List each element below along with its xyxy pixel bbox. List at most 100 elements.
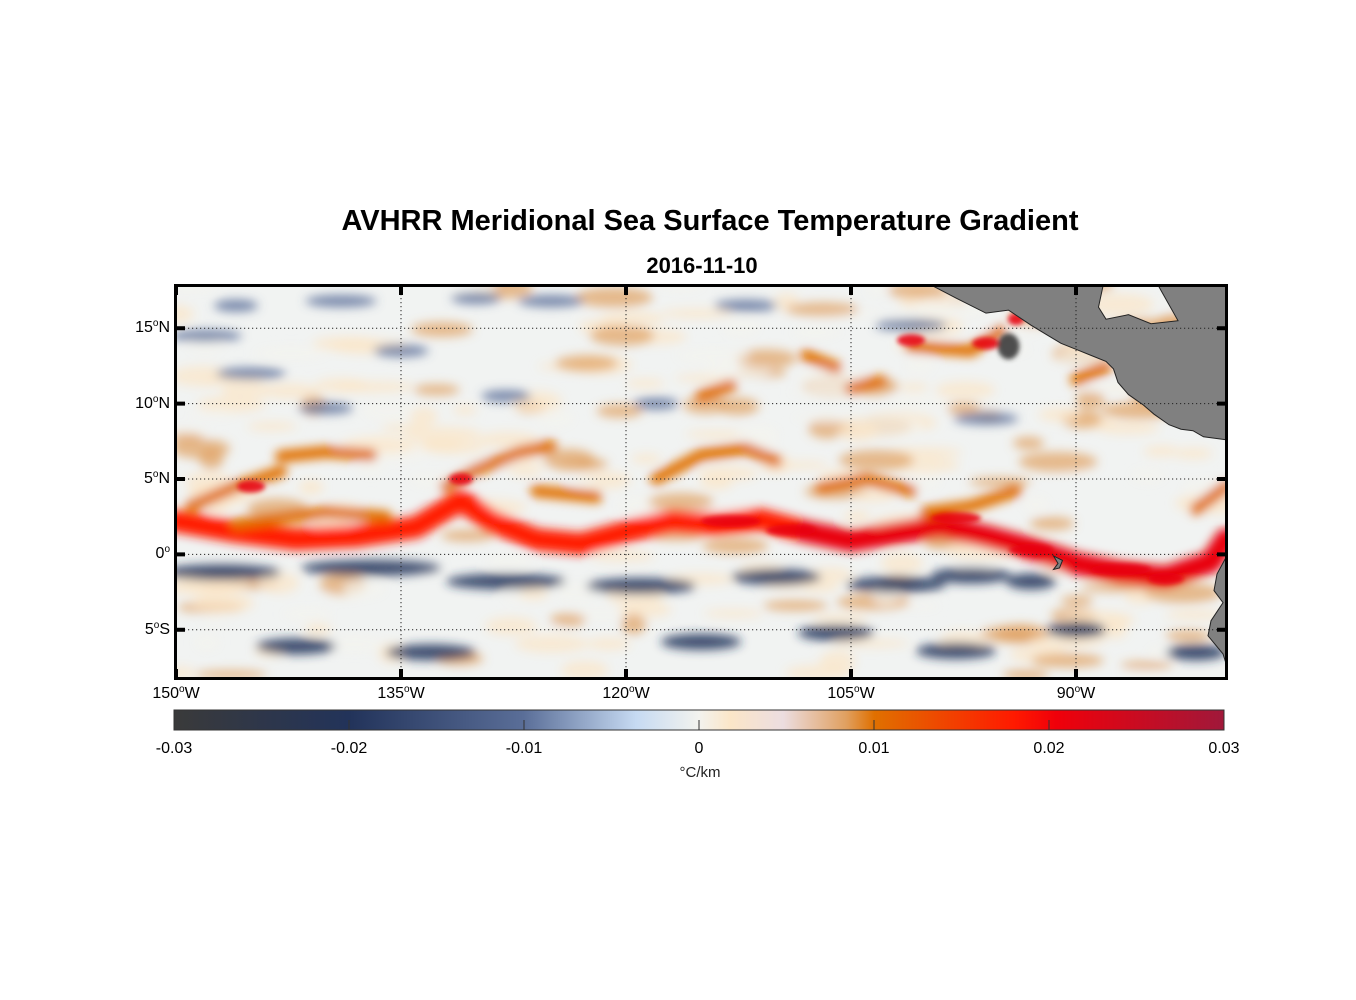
- gradient-patch: [568, 476, 597, 486]
- gradient-core: [237, 480, 265, 493]
- gradient-patch: [1038, 407, 1081, 422]
- instability-wave-crest: [860, 473, 917, 498]
- instability-wave-crest: [185, 480, 242, 513]
- gradient-patch: [808, 417, 846, 439]
- gradient-patch: [791, 413, 869, 423]
- negative-gradient-patch: [953, 412, 1019, 425]
- y-tick-label: 15oN: [110, 318, 170, 337]
- gradient-patch: [661, 308, 733, 319]
- gradient-patch: [717, 397, 760, 416]
- gradient-core: [972, 337, 1000, 350]
- gradient-patch: [657, 286, 705, 292]
- gradient-patch: [423, 439, 485, 455]
- gradient-patch: [792, 325, 842, 339]
- x-tick-hemisphere: W: [634, 685, 650, 702]
- degree-symbol: o: [179, 684, 185, 695]
- gradient-patch: [763, 600, 828, 612]
- x-tick-degree: 120: [602, 685, 630, 702]
- colorbar-tick-label: -0.02: [330, 740, 368, 757]
- negative-gradient-patch: [451, 292, 501, 305]
- gradient-patch: [832, 639, 909, 648]
- negative-gradient-band: [846, 576, 946, 593]
- gradient-patch: [722, 317, 760, 337]
- colorbar-ticks: [348, 720, 1050, 730]
- negative-gradient-patch: [213, 299, 259, 312]
- gradient-patch: [910, 469, 941, 491]
- gradient-patch: [1031, 653, 1104, 668]
- negative-gradient-patch: [176, 329, 242, 342]
- negative-gradient-band: [386, 644, 476, 661]
- gradient-patch: [886, 286, 949, 299]
- gradient-patch: [187, 409, 237, 420]
- gradient-patch: [590, 550, 655, 562]
- instability-wave-crest: [905, 340, 977, 357]
- gradient-patch: [528, 625, 566, 635]
- gradient-patch: [600, 311, 665, 327]
- gradient-patch: [485, 616, 537, 636]
- gradient-patch: [191, 593, 255, 613]
- gradient-patch: [220, 382, 269, 398]
- positive-gradient-front: [1200, 528, 1226, 573]
- gradient-patch: [596, 403, 643, 418]
- negative-gradient-patch: [481, 390, 531, 403]
- gradient-patch: [298, 479, 324, 496]
- gradient-patch: [519, 588, 549, 601]
- gradient-core: [701, 515, 761, 528]
- gradient-patch: [514, 634, 589, 653]
- gradient-patch: [589, 325, 655, 346]
- degree-symbol: o: [854, 684, 860, 695]
- gradient-patch: [543, 448, 595, 471]
- gradient-patch: [1144, 582, 1222, 603]
- gradient-patch: [324, 636, 386, 653]
- gradient-patch: [683, 395, 730, 414]
- colorbar-tick-label: 0.01: [858, 740, 890, 757]
- gradient-patch: [1083, 293, 1155, 316]
- gradient-patch: [898, 383, 929, 392]
- gradient-core: [766, 524, 816, 537]
- negative-gradient-band: [301, 559, 441, 576]
- negative-gradient-band: [586, 578, 696, 595]
- gradient-core: [931, 512, 981, 525]
- gradient-patch: [968, 477, 1032, 487]
- colorbar-tick-label: 0.02: [1033, 740, 1065, 757]
- instability-wave-crest: [530, 485, 602, 504]
- degree-symbol: o: [152, 469, 159, 480]
- gradient-patch: [486, 554, 532, 569]
- gradient-patch: [811, 613, 869, 624]
- gradient-patch: [176, 304, 194, 324]
- gradient-patch: [342, 580, 387, 599]
- gradient-patch: [674, 348, 750, 364]
- instability-wave-crest: [515, 439, 557, 458]
- gradient-patch: [1129, 467, 1166, 484]
- instability-wave-crest: [1190, 480, 1226, 516]
- gradient-patch: [785, 302, 860, 317]
- negative-gradient-patch: [714, 299, 778, 312]
- x-tick-degree: 105: [827, 685, 855, 702]
- instability-wave-crest: [845, 375, 887, 395]
- gradient-patch: [536, 409, 575, 428]
- colorbar-tick-label: -0.03: [155, 740, 193, 757]
- negative-gradient-band: [661, 633, 741, 650]
- gradient-patch: [1119, 670, 1167, 678]
- negative-gradient-band: [256, 638, 336, 655]
- y-tick-degree: 10: [135, 394, 153, 412]
- x-tick-label: 120oW: [586, 684, 666, 703]
- gradient-patch: [575, 287, 653, 308]
- x-tick-degree: 135: [377, 685, 405, 702]
- y-tick-hemisphere: N: [158, 319, 170, 337]
- gradient-patch: [586, 637, 631, 651]
- negative-gradient-patch: [875, 319, 947, 332]
- gradient-core: [1148, 572, 1184, 585]
- y-tick-hemisphere: N: [158, 394, 170, 412]
- heatmap-field: [176, 286, 1226, 678]
- colorbar-tick-label: -0.01: [505, 740, 543, 757]
- instability-wave-crest: [230, 506, 332, 531]
- gradient-patch: [253, 346, 329, 361]
- gradient-patch: [258, 383, 321, 400]
- colorbar-tick-label: 0.03: [1208, 740, 1240, 757]
- gradient-patch: [625, 378, 665, 388]
- degree-symbol: o: [152, 318, 159, 330]
- negative-eddy: [997, 333, 1020, 360]
- gradient-patch: [335, 381, 415, 393]
- instability-wave-crest: [965, 485, 1022, 513]
